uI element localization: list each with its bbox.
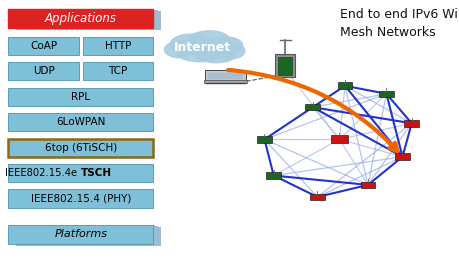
FancyBboxPatch shape bbox=[13, 10, 157, 29]
FancyBboxPatch shape bbox=[205, 70, 245, 81]
Text: TSCH: TSCH bbox=[81, 168, 112, 178]
FancyBboxPatch shape bbox=[204, 80, 246, 83]
FancyBboxPatch shape bbox=[305, 104, 319, 110]
FancyBboxPatch shape bbox=[403, 120, 418, 126]
Text: 6LoWPAN: 6LoWPAN bbox=[56, 117, 105, 127]
FancyBboxPatch shape bbox=[8, 164, 153, 182]
FancyBboxPatch shape bbox=[8, 9, 153, 28]
FancyBboxPatch shape bbox=[266, 172, 280, 179]
Text: HTTP: HTTP bbox=[105, 41, 131, 51]
Ellipse shape bbox=[188, 31, 230, 50]
FancyBboxPatch shape bbox=[8, 113, 153, 131]
FancyBboxPatch shape bbox=[274, 54, 295, 77]
Text: RPL: RPL bbox=[71, 92, 90, 102]
FancyBboxPatch shape bbox=[8, 37, 79, 55]
Ellipse shape bbox=[164, 42, 194, 58]
FancyBboxPatch shape bbox=[8, 225, 153, 244]
Text: Internet: Internet bbox=[174, 41, 230, 54]
Text: UDP: UDP bbox=[33, 66, 54, 76]
FancyBboxPatch shape bbox=[330, 136, 347, 143]
FancyBboxPatch shape bbox=[394, 154, 409, 160]
FancyBboxPatch shape bbox=[309, 194, 324, 200]
Ellipse shape bbox=[177, 46, 223, 62]
FancyBboxPatch shape bbox=[278, 57, 291, 75]
FancyBboxPatch shape bbox=[16, 11, 160, 30]
Text: Applications: Applications bbox=[45, 12, 117, 25]
FancyBboxPatch shape bbox=[8, 62, 79, 80]
Ellipse shape bbox=[215, 43, 244, 59]
Text: End to end IPv6 Wireless
Mesh Networks: End to end IPv6 Wireless Mesh Networks bbox=[340, 8, 459, 39]
Text: 6top (6TiSCH): 6top (6TiSCH) bbox=[45, 143, 117, 153]
FancyBboxPatch shape bbox=[11, 225, 155, 244]
Ellipse shape bbox=[196, 47, 235, 63]
FancyBboxPatch shape bbox=[337, 83, 352, 89]
FancyBboxPatch shape bbox=[11, 10, 155, 29]
FancyBboxPatch shape bbox=[8, 139, 153, 157]
FancyBboxPatch shape bbox=[16, 227, 160, 246]
FancyBboxPatch shape bbox=[257, 136, 271, 143]
FancyBboxPatch shape bbox=[360, 182, 375, 188]
Text: Platforms: Platforms bbox=[54, 229, 107, 239]
Ellipse shape bbox=[208, 37, 242, 54]
FancyBboxPatch shape bbox=[83, 62, 153, 80]
Text: IEEE802.15.4e: IEEE802.15.4e bbox=[6, 168, 81, 178]
Text: TCP: TCP bbox=[108, 66, 127, 76]
FancyBboxPatch shape bbox=[207, 72, 242, 80]
Text: IEEE802.15.4 (PHY): IEEE802.15.4 (PHY) bbox=[30, 193, 131, 204]
Ellipse shape bbox=[170, 34, 211, 54]
FancyBboxPatch shape bbox=[13, 226, 157, 245]
FancyBboxPatch shape bbox=[8, 88, 153, 106]
FancyBboxPatch shape bbox=[378, 91, 393, 97]
FancyBboxPatch shape bbox=[83, 37, 153, 55]
FancyBboxPatch shape bbox=[8, 189, 153, 208]
Text: CoAP: CoAP bbox=[30, 41, 57, 51]
